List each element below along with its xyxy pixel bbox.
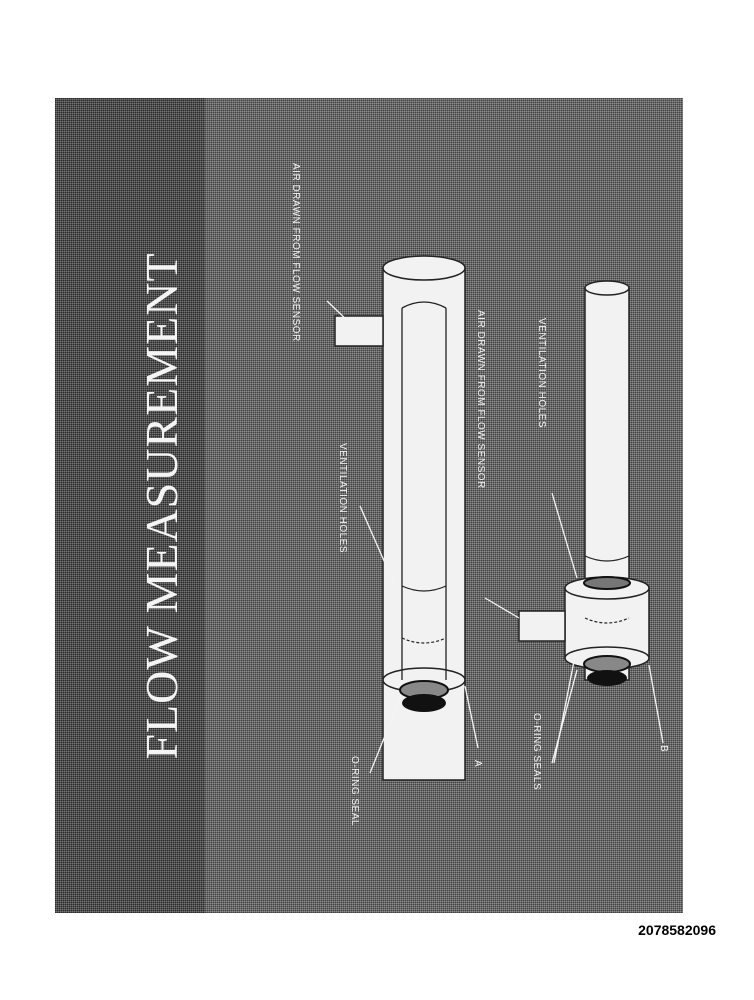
assembly-b: AIR DRAWN FROM FLOW SENSOR VENTILATION H… bbox=[475, 280, 669, 790]
slide: FLOW MEASUREMENT AIR DRAWN FR bbox=[55, 98, 683, 913]
label-o-ring-seals: O-RING SEALS bbox=[531, 713, 542, 790]
document-id: 2078582096 bbox=[638, 922, 716, 938]
label-tag-b: B bbox=[658, 745, 669, 752]
label-air-drawn-b: AIR DRAWN FROM FLOW SENSOR bbox=[475, 310, 486, 489]
label-air-drawn-a: AIR DRAWN FROM FLOW SENSOR bbox=[290, 163, 301, 342]
label-o-ring-seal: O-RING SEAL bbox=[349, 756, 360, 826]
o-ring-b-lower bbox=[583, 655, 631, 673]
outer-tube-a-top bbox=[382, 255, 466, 281]
air-port-a bbox=[334, 315, 384, 347]
slide-title: FLOW MEASUREMENT bbox=[136, 252, 187, 759]
label-tag-a: A bbox=[472, 760, 483, 767]
flow-diagram: FLOW MEASUREMENT AIR DRAWN FR bbox=[136, 163, 669, 826]
air-port-b bbox=[518, 610, 566, 642]
label-ventilation-a: VENTILATION HOLES bbox=[337, 443, 348, 553]
o-ring-b-upper bbox=[583, 576, 631, 590]
label-ventilation-b: VENTILATION HOLES bbox=[536, 318, 547, 428]
assembly-a: AIR DRAWN FROM FLOW SENSOR VENTILATION H… bbox=[290, 163, 483, 826]
title-band bbox=[55, 98, 205, 913]
